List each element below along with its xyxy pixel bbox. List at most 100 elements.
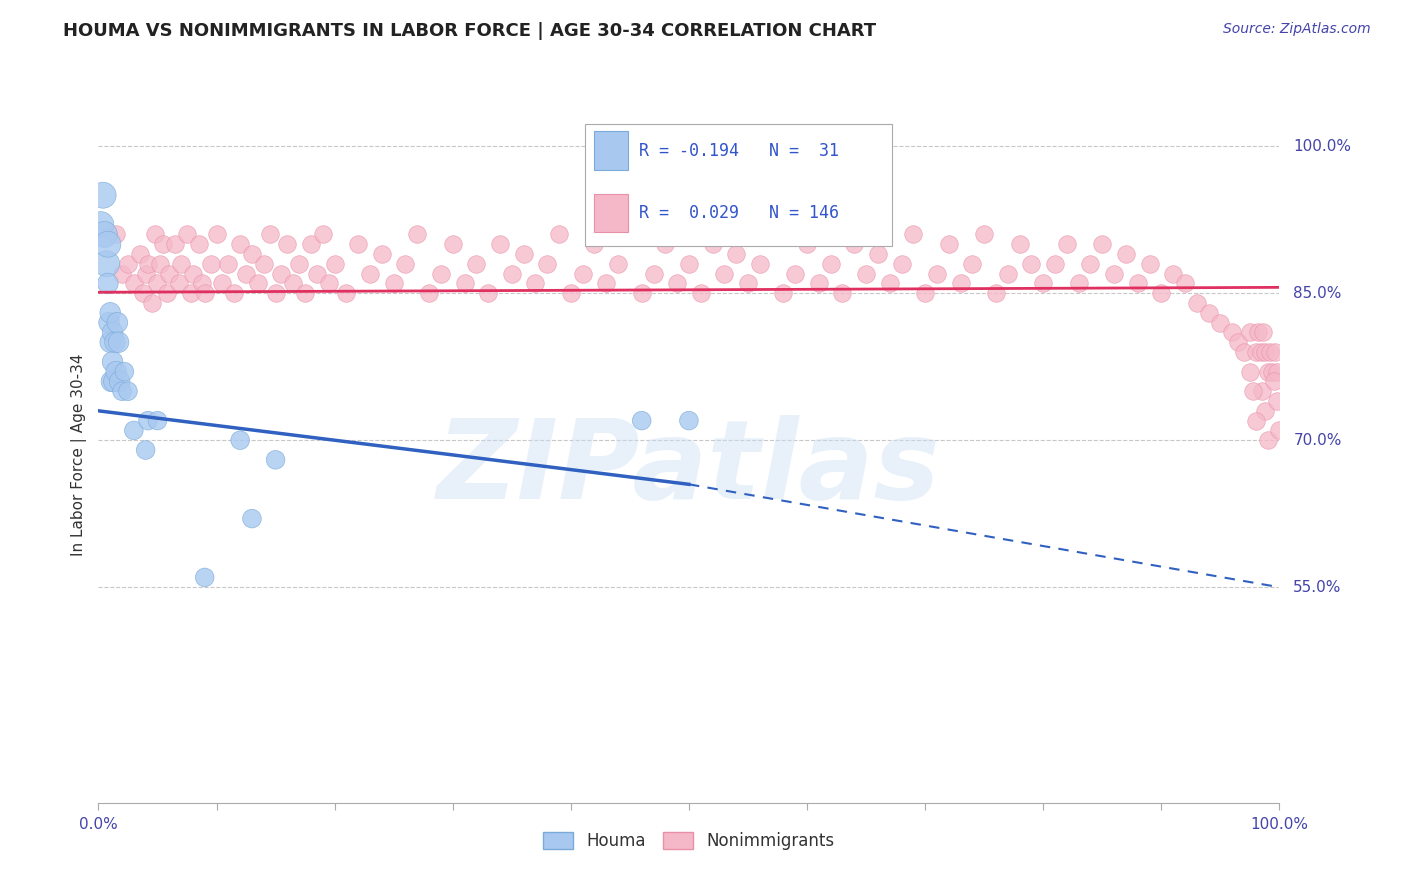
Point [1257,434,1279,448]
Point [294,286,316,301]
Point [359,267,381,281]
Point [725,247,748,261]
Point [100,375,122,389]
Point [1261,365,1284,379]
Point [194,570,217,584]
Point [1250,384,1272,399]
Point [117,384,139,399]
Point [1265,365,1288,379]
Text: 100.0%: 100.0% [1294,139,1351,153]
Point [678,414,700,428]
Point [1139,257,1161,271]
Point [107,335,129,350]
Point [1080,257,1102,271]
Point [98,335,121,350]
Point [1244,414,1267,428]
Point [890,257,912,271]
Point [312,227,335,242]
Point [108,375,131,389]
Point [105,316,128,330]
Point [111,267,134,281]
Point [157,267,180,281]
Point [149,257,172,271]
Point [141,296,163,310]
Point [973,227,995,242]
Point [205,227,228,242]
Point [595,277,617,291]
Point [831,286,853,301]
Point [949,277,972,291]
Text: 85.0%: 85.0% [1294,285,1341,301]
Text: 70.0%: 70.0% [1294,433,1341,448]
Point [1265,394,1288,409]
Point [264,286,287,301]
Point [93,227,115,242]
Point [536,257,558,271]
Point [181,267,204,281]
Point [737,277,759,291]
Point [176,227,198,242]
Point [866,247,889,261]
Point [143,227,166,242]
Point [128,247,150,261]
Point [122,277,145,291]
Point [1263,375,1285,389]
Point [1067,277,1090,291]
Point [97,237,120,252]
Point [643,267,665,281]
FancyBboxPatch shape [585,124,891,246]
Point [477,286,499,301]
Point [105,365,128,379]
Point [229,237,252,252]
Point [97,277,120,291]
Point [1043,257,1066,271]
Point [1268,424,1291,438]
Point [288,257,311,271]
Point [98,316,121,330]
Point [855,267,877,281]
Point [1102,267,1125,281]
Point [136,257,159,271]
Point [347,237,370,252]
Point [98,306,121,320]
Point [607,257,630,271]
Point [761,227,783,242]
Point [1008,237,1031,252]
Point [1198,306,1220,320]
Point [1243,384,1265,399]
Point [112,365,135,379]
Point [371,247,394,261]
Point [1247,326,1270,340]
Point [91,188,114,202]
Point [246,277,269,291]
Point [1227,335,1250,350]
Point [630,414,652,428]
Text: R =  0.029   N = 146: R = 0.029 N = 146 [640,204,839,222]
Point [453,277,475,291]
Point [654,237,676,252]
Point [1257,365,1279,379]
Point [489,237,512,252]
Point [1254,404,1277,418]
Point [772,286,794,301]
Point [167,277,190,291]
Point [583,237,606,252]
Point [807,277,830,291]
Point [146,414,169,428]
Point [323,257,346,271]
Point [962,257,984,271]
Point [180,286,202,301]
Text: 55.0%: 55.0% [1294,580,1341,595]
Point [1233,345,1256,359]
Point [997,267,1019,281]
Point [170,257,193,271]
Point [914,286,936,301]
Point [305,267,328,281]
Point [702,237,724,252]
Point [1021,257,1043,271]
Point [560,286,582,301]
Point [1264,345,1286,359]
Point [713,267,735,281]
Point [430,267,453,281]
Point [785,267,807,281]
